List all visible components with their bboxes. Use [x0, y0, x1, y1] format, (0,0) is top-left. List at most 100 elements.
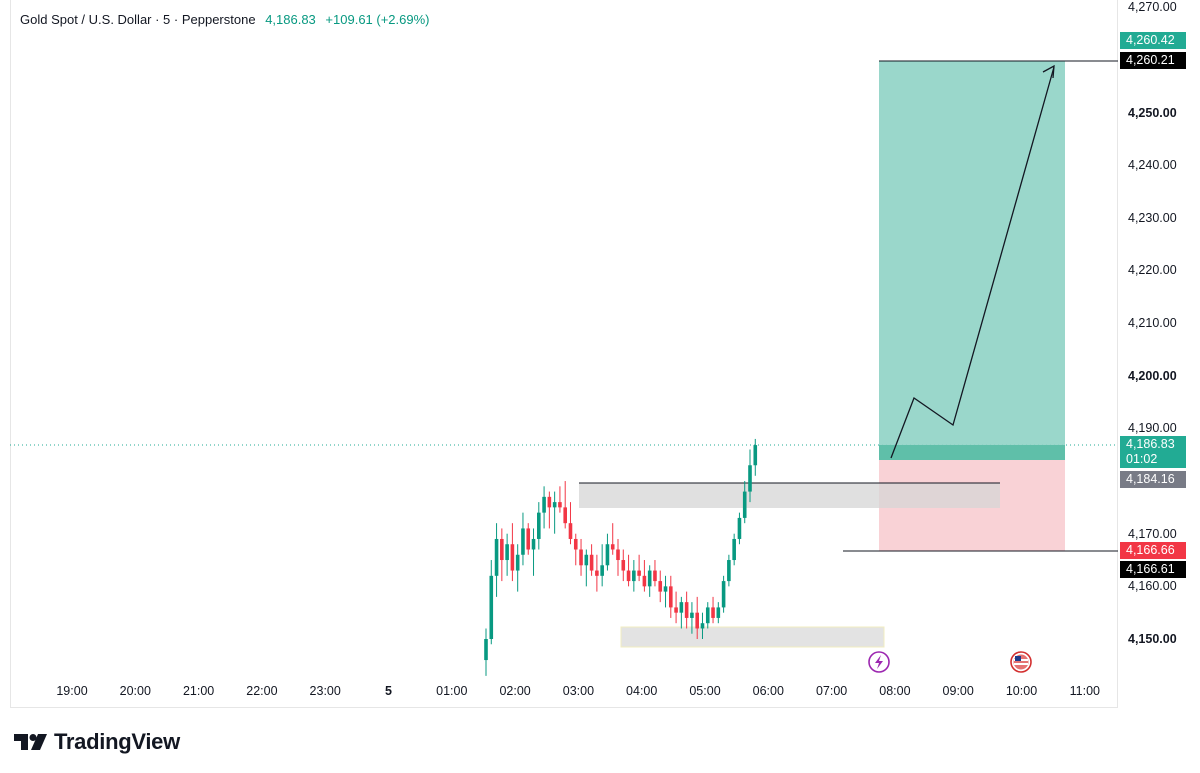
price-tag-value: 4,186.83 — [1126, 437, 1175, 451]
candle[interactable] — [658, 570, 663, 603]
candle[interactable] — [711, 596, 715, 624]
price-tag: 4,184.16 — [1120, 471, 1186, 488]
candle[interactable] — [642, 560, 647, 592]
candle[interactable] — [600, 544, 604, 587]
candle-body — [647, 570, 652, 587]
candle[interactable] — [579, 538, 583, 576]
target-zone[interactable] — [879, 61, 1065, 460]
candle[interactable] — [610, 523, 615, 555]
candle[interactable] — [621, 549, 626, 582]
price-axis-label: 4,210.00 — [1128, 316, 1177, 331]
candle[interactable] — [753, 438, 758, 476]
candle-body — [547, 496, 552, 508]
tradingview-logo[interactable]: TradingView — [14, 729, 180, 755]
candle-body — [721, 581, 726, 608]
candle[interactable] — [521, 512, 525, 566]
price-axis-label: 4,230.00 — [1128, 210, 1177, 225]
candle[interactable] — [690, 602, 694, 634]
candle-body — [484, 639, 488, 661]
symbol-legend[interactable]: Gold Spot / U.S. Dollar · 5 · Pepperston… — [20, 12, 436, 27]
candle[interactable] — [616, 538, 620, 576]
candle-body — [674, 607, 678, 613]
candle[interactable] — [727, 554, 731, 587]
candle[interactable] — [547, 491, 552, 529]
candle-body — [600, 565, 604, 576]
candle[interactable] — [563, 481, 567, 529]
candle[interactable] — [568, 502, 573, 545]
price-axis-label: 4,160.00 — [1128, 579, 1177, 594]
candle-body — [505, 544, 509, 561]
lightning-event-icon[interactable] — [868, 651, 890, 673]
candle[interactable] — [605, 533, 610, 571]
candle[interactable] — [489, 560, 494, 645]
candle[interactable] — [494, 523, 499, 597]
tradingview-wordmark: TradingView — [54, 729, 180, 754]
projection-arrowhead — [1042, 64, 1055, 79]
candle[interactable] — [637, 554, 641, 582]
candle[interactable] — [732, 533, 736, 566]
candle[interactable] — [721, 575, 726, 613]
price-axis-label: 4,250.00 — [1128, 105, 1177, 120]
candle[interactable] — [500, 528, 504, 582]
candle-body — [563, 507, 567, 524]
candle[interactable] — [626, 554, 631, 587]
candle[interactable] — [669, 575, 673, 618]
candle[interactable] — [679, 596, 684, 629]
candle[interactable] — [552, 491, 557, 534]
price-axis-label: 4,150.00 — [1128, 632, 1177, 646]
time-axis-label: 22:00 — [246, 684, 278, 698]
candle-body — [605, 544, 610, 566]
candle[interactable] — [542, 486, 546, 529]
candle[interactable] — [695, 596, 699, 639]
candle[interactable] — [716, 602, 721, 624]
candle[interactable] — [663, 575, 668, 608]
chart-pane[interactable] — [10, 0, 1118, 708]
candle-body — [531, 538, 536, 550]
candle[interactable] — [558, 486, 562, 513]
symbol-title[interactable]: Gold Spot / U.S. Dollar · 5 · Pepperston… — [20, 12, 256, 27]
candle-body — [705, 607, 710, 624]
candle[interactable] — [595, 554, 599, 592]
demand-zone[interactable] — [620, 626, 885, 648]
candle[interactable] — [484, 628, 488, 676]
candle[interactable] — [748, 449, 752, 503]
candle[interactable] — [742, 481, 747, 524]
time-axis-label: 02:00 — [499, 684, 531, 698]
tradingview-logo-icon — [14, 734, 47, 750]
candle[interactable] — [647, 565, 652, 597]
candle-body — [552, 502, 557, 508]
candle-body — [748, 465, 752, 492]
candle-body — [621, 560, 626, 571]
candle[interactable] — [737, 512, 742, 545]
price-tag-value: 4,166.61 — [1126, 562, 1175, 576]
supply-zone[interactable] — [579, 483, 1000, 508]
candle[interactable] — [632, 560, 636, 592]
projection-path[interactable] — [890, 66, 1055, 459]
price-tag: 4,186.83 01:02 — [1120, 436, 1186, 468]
candle-body — [537, 512, 541, 539]
candle[interactable] — [537, 502, 541, 550]
candle-body — [727, 560, 731, 582]
candle[interactable] — [510, 523, 515, 582]
candle[interactable] — [705, 602, 710, 629]
candle-body — [669, 586, 673, 608]
candle[interactable] — [684, 591, 689, 629]
candle[interactable] — [589, 544, 594, 576]
candle-body — [753, 445, 758, 466]
candle-body — [663, 586, 668, 592]
candle[interactable] — [515, 544, 520, 592]
candle[interactable] — [584, 549, 589, 587]
candle[interactable] — [505, 533, 509, 576]
candle[interactable] — [531, 528, 536, 576]
candle[interactable] — [700, 612, 705, 639]
time-axis-label: 07:00 — [815, 684, 848, 698]
candle[interactable] — [526, 523, 531, 555]
us-flag-event-icon[interactable] — [1010, 651, 1032, 673]
price-tag: 4,166.66 — [1120, 542, 1186, 559]
price-axis-label: 4,200.00 — [1128, 368, 1177, 383]
candle[interactable] — [653, 560, 657, 587]
price-change: +109.61 (+2.69%) — [325, 12, 430, 27]
candle[interactable] — [573, 533, 578, 566]
candle[interactable] — [674, 591, 678, 624]
